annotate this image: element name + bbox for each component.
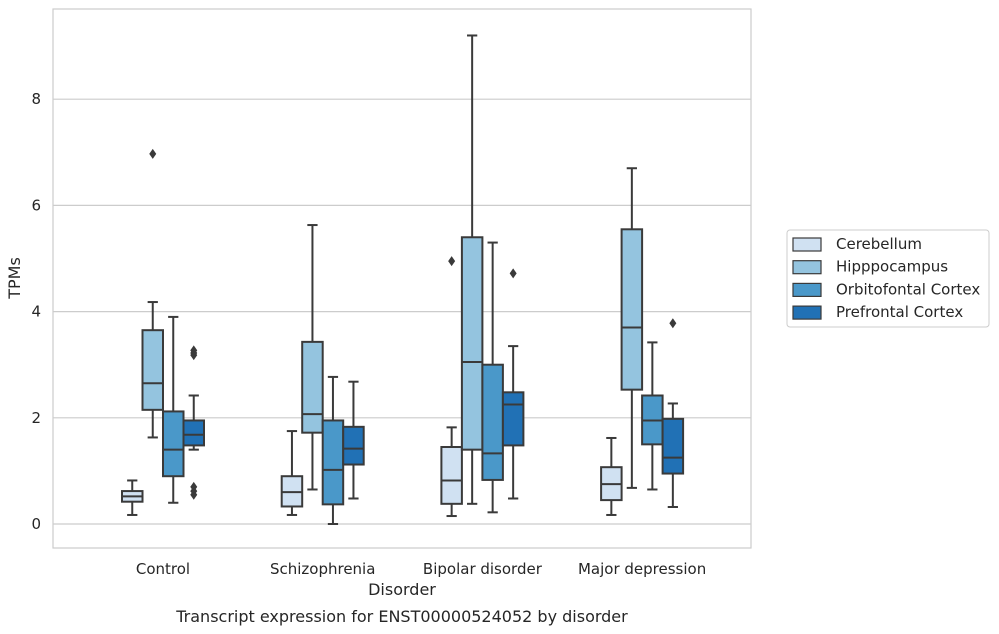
gridlines — [53, 98, 751, 525]
x-tick-label: Schizophrenia — [270, 560, 375, 578]
legend-swatch — [792, 282, 822, 297]
legend-swatch — [792, 237, 822, 252]
box-prefrontal-cortex — [501, 268, 525, 500]
chart-caption: Transcript expression for ENST0000052405… — [175, 607, 628, 626]
legend-label: Prefrontal Cortex — [836, 303, 963, 321]
box-cerebellum — [121, 479, 144, 516]
legend-swatch — [792, 305, 822, 320]
box-hipppocampus — [301, 224, 324, 491]
outlier-point — [149, 148, 157, 159]
outlier-point — [190, 481, 198, 492]
box-hipppocampus — [620, 167, 644, 489]
box-plot-area — [121, 34, 685, 525]
iqr-box — [162, 410, 185, 478]
iqr-box — [141, 329, 164, 411]
box-hipppocampus — [460, 34, 484, 505]
iqr-box — [460, 236, 484, 451]
plot-frame — [52, 8, 752, 549]
y-tick-label: 8 — [31, 90, 41, 108]
legend-label: Hipppocampus — [836, 258, 948, 276]
iqr-box — [501, 391, 525, 447]
outlier-point — [669, 318, 677, 329]
outlier-point — [190, 345, 198, 356]
y-axis-title: TPMs — [5, 257, 24, 300]
box-orbitofontal-cortex — [481, 241, 504, 514]
box-cerebellum — [600, 436, 623, 516]
x-tick-label: Major depression — [578, 560, 706, 578]
box-orbitofontal-cortex — [321, 375, 345, 525]
outlier-point — [509, 268, 517, 279]
iqr-box — [182, 419, 205, 447]
iqr-box — [661, 417, 685, 475]
y-tick-label: 4 — [31, 303, 41, 321]
y-axis-ticks: 0 2 4 6 8 — [31, 90, 41, 533]
iqr-box — [481, 363, 504, 481]
box-prefrontal-cortex — [342, 380, 365, 500]
box-prefrontal-cortex — [182, 345, 205, 500]
y-tick-label: 6 — [31, 196, 41, 214]
box-prefrontal-cortex — [661, 318, 685, 509]
box-hipppocampus — [141, 148, 164, 439]
x-tick-label: Control — [136, 560, 190, 578]
x-tick-label: Bipolar disorder — [423, 560, 543, 578]
legend: Cerebellum Hipppocampus Orbitofontal Corte… — [786, 229, 990, 328]
legend-label: Cerebellum — [836, 235, 922, 253]
iqr-box — [321, 419, 345, 506]
x-axis-title: Disorder — [368, 580, 436, 599]
iqr-box — [301, 340, 324, 434]
legend-label: Orbitofontal Cortex — [836, 280, 980, 298]
legend-swatch — [792, 260, 822, 275]
legend-frame — [786, 229, 990, 328]
iqr-box — [440, 446, 463, 505]
x-axis-ticks: Control Schizophrenia Bipolar disorder Majo… — [136, 560, 706, 578]
y-tick-label: 0 — [31, 515, 41, 533]
box-orbitofontal-cortex — [641, 341, 664, 491]
outlier-point — [448, 256, 456, 267]
iqr-box — [342, 425, 365, 466]
iqr-box — [620, 228, 644, 391]
box-cerebellum — [440, 256, 463, 518]
box-orbitofontal-cortex — [162, 315, 185, 504]
box-cerebellum — [280, 430, 304, 516]
y-tick-label: 2 — [31, 409, 41, 427]
